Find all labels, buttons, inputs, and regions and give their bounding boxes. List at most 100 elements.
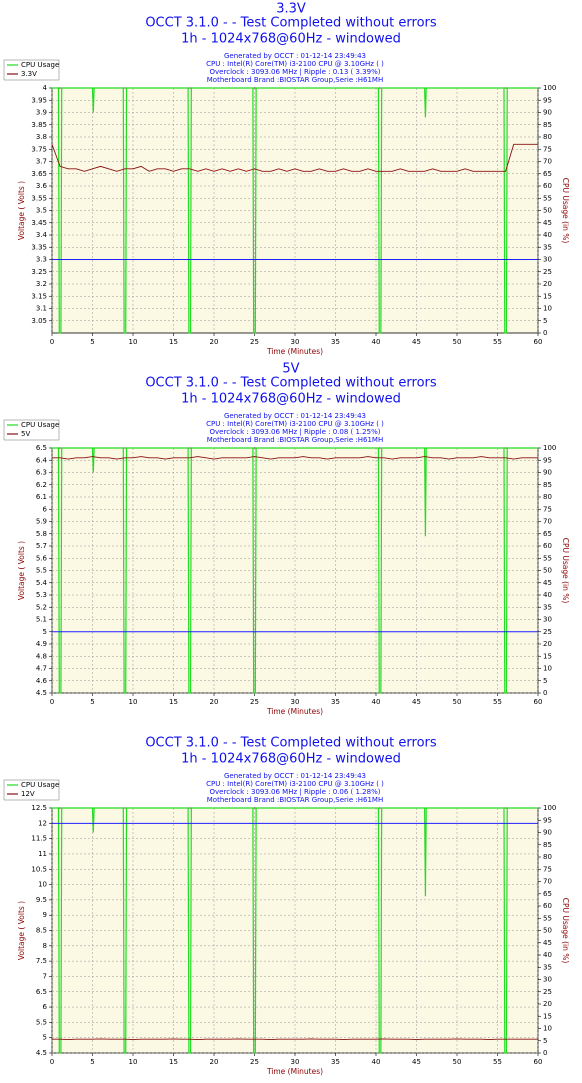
series-line <box>52 1038 538 1040</box>
x-tick-label: 30 <box>291 338 300 346</box>
info-line: Motherboard Brand :BIOSTAR Group,Serie :… <box>207 76 383 84</box>
y-tick-label: 4.9 <box>36 640 47 648</box>
y2-tick-label: 100 <box>543 84 556 92</box>
y2-tick-label: 45 <box>543 939 552 947</box>
y-axis-label: Voltage ( Volts ) <box>17 541 26 600</box>
x-tick-label: 30 <box>291 1058 300 1066</box>
x-tick-label: 10 <box>129 338 138 346</box>
x-tick-label: 60 <box>534 698 543 706</box>
x-tick-label: 5 <box>90 1058 94 1066</box>
x-axis-label: Time (Minutes) <box>266 707 323 716</box>
y2-tick-label: 95 <box>543 816 552 824</box>
y2-tick-label: 95 <box>543 456 552 464</box>
y-tick-label: 3.75 <box>31 145 47 153</box>
info-line: Motherboard Brand :BIOSTAR Group,Serie :… <box>207 436 383 444</box>
y-tick-label: 6.5 <box>36 988 47 996</box>
y2-tick-label: 20 <box>543 280 552 288</box>
y2-axis-label: CPU Usage (in %) <box>561 178 570 244</box>
x-tick-label: 20 <box>210 698 219 706</box>
y2-tick-label: 65 <box>543 170 552 178</box>
x-tick-label: 0 <box>50 1058 54 1066</box>
y-tick-label: 3.6 <box>36 182 48 190</box>
y-tick-label: 8.5 <box>36 927 47 935</box>
y-tick-label: 6.1 <box>36 493 47 501</box>
x-tick-label: 45 <box>412 698 421 706</box>
y-tick-label: 3.85 <box>31 121 47 129</box>
x-tick-label: 30 <box>291 698 300 706</box>
y-tick-label: 3.15 <box>31 292 47 300</box>
y-tick-label: 3.95 <box>31 96 47 104</box>
y2-tick-label: 90 <box>543 829 552 837</box>
y-tick-label: 4.7 <box>36 665 47 673</box>
series-line <box>52 456 538 460</box>
y-tick-label: 3.8 <box>36 133 47 141</box>
y-tick-label: 9.5 <box>36 896 47 904</box>
y-tick-label: 5.5 <box>36 1018 47 1026</box>
x-tick-label: 20 <box>210 338 219 346</box>
y2-tick-label: 70 <box>543 878 552 886</box>
chart-title: OCCT 3.1.0 - - Test Completed without er… <box>145 736 437 751</box>
y-tick-label: 6.5 <box>36 444 47 452</box>
y-tick-label: 3.7 <box>36 158 47 166</box>
y-tick-label: 6.2 <box>36 481 47 489</box>
y2-tick-label: 50 <box>543 207 552 215</box>
y2-tick-label: 40 <box>543 591 552 599</box>
y2-tick-label: 0 <box>543 689 547 697</box>
x-tick-label: 20 <box>210 1058 219 1066</box>
y2-tick-label: 85 <box>543 841 552 849</box>
y-tick-label: 4.5 <box>36 689 47 697</box>
y2-tick-label: 60 <box>543 902 552 910</box>
x-tick-label: 40 <box>372 1058 381 1066</box>
x-tick-label: 45 <box>412 1058 421 1066</box>
y2-tick-label: 75 <box>543 505 552 513</box>
y-tick-label: 5.7 <box>36 542 47 550</box>
x-tick-label: 35 <box>331 698 340 706</box>
y2-axis-label: CPU Usage (in %) <box>561 898 570 964</box>
y-tick-label: 3.35 <box>31 243 47 251</box>
x-tick-label: 0 <box>50 338 54 346</box>
y-tick-label: 9 <box>43 911 47 919</box>
y2-tick-label: 40 <box>543 951 552 959</box>
y2-tick-label: 90 <box>543 469 552 477</box>
x-tick-label: 0 <box>50 698 54 706</box>
x-tick-label: 55 <box>493 338 502 346</box>
y2-tick-label: 55 <box>543 914 552 922</box>
y2-tick-label: 85 <box>543 481 552 489</box>
y2-tick-label: 95 <box>543 96 552 104</box>
info-line: CPU : Intel(R) Core(TM) i3-2100 CPU @ 3.… <box>206 780 384 788</box>
info-line: Overclock : 3093.06 MHz | Ripple : 0.08 … <box>210 428 381 436</box>
y2-tick-label: 30 <box>543 976 552 984</box>
y-tick-label: 8 <box>43 942 47 950</box>
x-tick-label: 45 <box>412 338 421 346</box>
y2-tick-label: 75 <box>543 865 552 873</box>
y2-tick-label: 30 <box>543 256 552 264</box>
y2-tick-label: 50 <box>543 567 552 575</box>
y2-tick-label: 25 <box>543 988 552 996</box>
y-tick-label: 6 <box>43 1003 48 1011</box>
y-tick-label: 10 <box>38 881 47 889</box>
y2-tick-label: 20 <box>543 1000 552 1008</box>
y-tick-label: 5.2 <box>36 603 47 611</box>
y-axis-label: Voltage ( Volts ) <box>17 181 26 240</box>
x-tick-label: 50 <box>453 338 462 346</box>
x-tick-label: 15 <box>169 338 178 346</box>
y2-tick-label: 80 <box>543 133 552 141</box>
y2-tick-label: 70 <box>543 518 552 526</box>
y-tick-label: 3.9 <box>36 109 47 117</box>
y-tick-label: 3.55 <box>31 194 47 202</box>
y2-tick-label: 0 <box>543 329 547 337</box>
y-tick-label: 12.5 <box>31 804 47 812</box>
y2-tick-label: 35 <box>543 603 552 611</box>
chart-heading: 5V <box>282 362 299 377</box>
chart-subtitle: 1h - 1024x768@60Hz - windowed <box>181 752 401 767</box>
x-tick-label: 5 <box>90 338 94 346</box>
y-tick-label: 5.8 <box>36 530 47 538</box>
y-tick-label: 11 <box>38 850 47 858</box>
y-tick-label: 3.45 <box>31 219 47 227</box>
y-tick-label: 3.4 <box>36 231 48 239</box>
y2-tick-label: 70 <box>543 158 552 166</box>
y-tick-label: 3.05 <box>31 317 47 325</box>
y2-tick-label: 55 <box>543 194 552 202</box>
x-tick-label: 35 <box>331 338 340 346</box>
